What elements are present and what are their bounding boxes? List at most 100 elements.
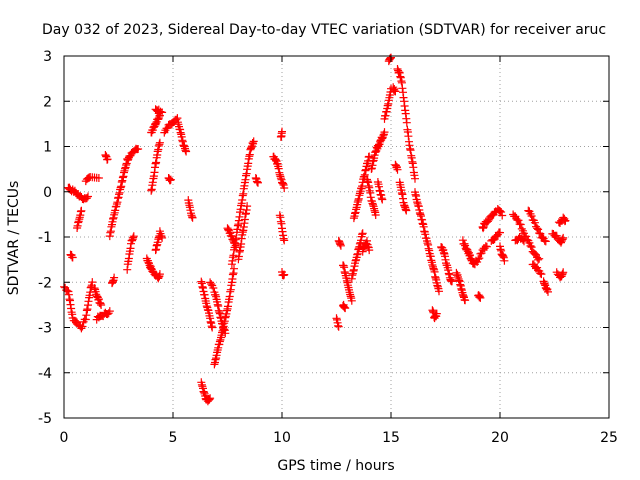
data-point [158,108,167,117]
data-point [206,394,215,403]
data-point [276,132,285,141]
data-point [544,287,552,296]
data-point [280,184,289,192]
data-point [155,270,164,279]
data-point [117,182,126,191]
data-point [78,322,87,331]
data-point [94,174,103,182]
x-tick-labels: 0 5 10 15 20 25 [60,430,618,446]
data-point [208,323,217,332]
data-point [496,228,504,237]
y-tick-label: 1 [43,140,52,156]
data-point [498,211,507,220]
data-point [482,242,491,251]
data-point [280,236,289,245]
data-point [254,178,262,187]
data-point [530,218,539,227]
data-point [103,155,112,164]
data-point [105,307,114,316]
data-point [129,232,138,241]
x-tick-label: 25 [600,430,618,446]
axis-ticks [63,55,610,419]
x-tick-label: 15 [382,430,400,446]
y-tick-label: -3 [38,321,52,337]
y-tick-label: 0 [43,185,52,201]
y-tick-label: -5 [38,411,52,427]
data-point [476,293,485,302]
data-point [517,224,526,233]
data-point [209,284,218,292]
data-point [391,87,400,96]
data-point [435,287,443,296]
data-point [393,165,402,174]
data-point [358,229,367,238]
data-point [448,277,456,286]
data-point [188,213,197,222]
data-point [365,152,374,161]
data-point [484,217,492,226]
y-tick-label: 2 [43,94,52,110]
data-point [542,284,551,293]
data-point [474,255,483,264]
data-point [158,233,167,242]
data-point [156,107,165,116]
data-point [540,236,549,245]
data-points [60,53,570,406]
y-tick-label: 3 [43,49,52,65]
data-point [341,304,350,313]
y-tick-label: -1 [38,230,52,246]
data-point [371,211,380,219]
data-point [475,254,484,263]
data-point [77,206,86,215]
x-tick-label: 0 [60,430,69,446]
data-point [533,224,542,233]
data-point [411,174,419,183]
data-point [153,106,162,115]
data-point [82,194,91,203]
x-tick-label: 20 [491,430,509,446]
data-point [84,192,92,201]
data-point [88,278,97,287]
data-point [68,253,77,262]
data-point [541,237,550,246]
data-point [365,246,374,255]
data-point [516,220,525,229]
data-point [561,216,570,225]
data-point [155,138,164,147]
data-point [230,264,238,273]
data-point [166,175,175,184]
y-tick-label: -4 [38,366,52,382]
data-point [527,243,536,252]
data-point [461,296,470,305]
data-point [380,128,389,137]
data-point [496,207,504,215]
data-point [123,265,132,274]
data-point [97,301,106,309]
data-point [402,206,411,215]
data-point [537,270,546,279]
x-axis-label: GPS time / hours [277,458,394,474]
y-axis-label: SDTVAR / TECUs [6,181,22,296]
data-point [559,268,568,277]
data-point [559,233,568,242]
data-point [534,255,543,264]
data-point [402,118,411,127]
grid-lines [64,56,609,418]
data-point [520,237,528,246]
data-point [526,241,535,250]
data-point [110,273,119,282]
data-point [527,212,536,220]
data-point [518,235,527,244]
data-point [536,269,545,278]
y-tick-label: -2 [38,275,52,291]
data-point [280,270,289,279]
data-point [182,147,191,156]
data-point [243,202,252,211]
data-point [497,208,506,216]
data-point [500,256,509,265]
data-point [514,216,523,225]
chart-title: Day 032 of 2023, Sidereal Day-to-day VTE… [42,22,606,38]
x-tick-label: 5 [169,430,178,446]
data-point [534,225,543,234]
